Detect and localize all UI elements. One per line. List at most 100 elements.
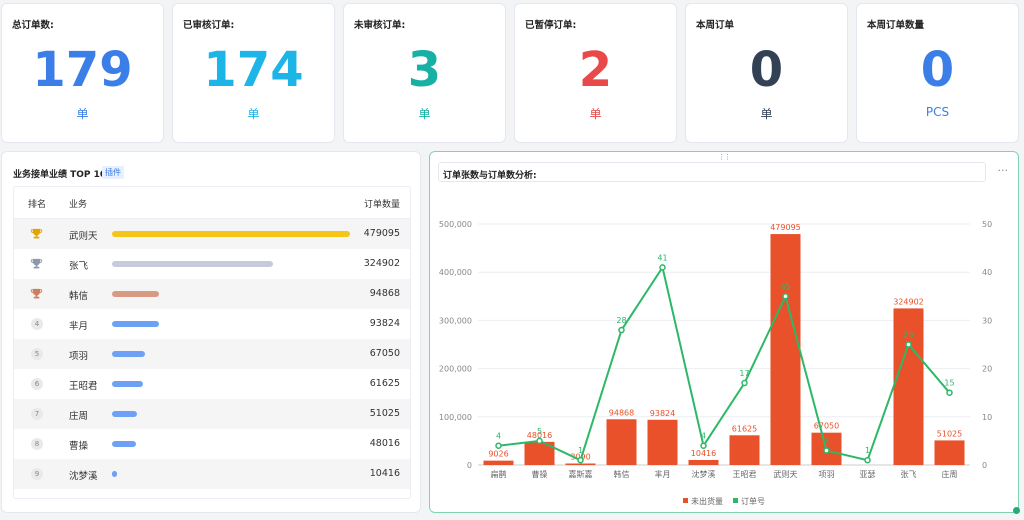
rank-badge: 9 (31, 468, 43, 480)
bar-label: 67050 (814, 422, 839, 431)
line-point (905, 341, 912, 348)
row-value: 10416 (369, 468, 400, 479)
stat-value: 2 (578, 42, 613, 98)
rank-badge: 4 (31, 318, 43, 330)
y-left-tick: 400,000 (439, 268, 472, 277)
more-options-icon[interactable]: ··· (997, 164, 1009, 177)
rank-badge: 6 (31, 378, 43, 390)
y-right-tick: 20 (982, 365, 992, 374)
line-label: 4 (701, 432, 706, 441)
bar (647, 419, 678, 465)
row-name: 张飞 (69, 261, 89, 272)
table-row[interactable]: 4 芈月 93824 (14, 309, 410, 339)
legend-swatch (683, 498, 688, 503)
stat-unit: 单 (76, 107, 89, 121)
x-tick: 亚瑟 (860, 470, 876, 479)
line-point (618, 326, 625, 334)
bar-label: 61625 (732, 424, 757, 433)
bar-label: 324902 (893, 297, 924, 306)
legend-swatch (733, 498, 738, 503)
stat-unit: 单 (247, 107, 260, 121)
y-left-tick: 300,000 (439, 316, 472, 325)
line-label: 28 (616, 316, 626, 325)
bar (770, 234, 801, 465)
line-point (782, 293, 789, 300)
row-value: 479095 (363, 228, 400, 239)
chart-title: 订单张数与订单数分析: (438, 162, 986, 182)
stat-value: 3 (407, 42, 442, 98)
y-right-tick: 50 (982, 220, 992, 229)
chart-panel: ⋮⋮ 订单张数与订单数分析: ··· 0 100,000 200,000 300,00… (429, 151, 1019, 513)
table-row[interactable]: 5 项羽 67050 (14, 339, 410, 369)
bar-label: 51025 (937, 429, 962, 438)
x-tick: 芈月 (655, 469, 671, 479)
y-left-tick: 500,000 (439, 220, 472, 229)
line-point (495, 442, 502, 449)
header-value: 订单数量 (363, 200, 400, 210)
plugin-tag[interactable]: 插件 (102, 166, 124, 179)
line-label: 1 (578, 446, 583, 455)
table-row[interactable]: 8 曹操 48016 (14, 429, 410, 459)
row-value: 93824 (369, 318, 400, 329)
trophy-icon (30, 288, 43, 299)
row-bar (112, 411, 138, 417)
series-line (498, 264, 951, 462)
stat-value: 179 (32, 42, 133, 98)
drag-handle-icon[interactable]: ⋮⋮ (718, 153, 731, 161)
x-tick: 王昭君 (733, 470, 757, 479)
stat-card-weekly-orders: 本周订单 0 单 (685, 3, 848, 143)
x-tick: 张飞 (901, 470, 917, 479)
table-row[interactable]: 韩信 94868 (14, 279, 410, 309)
x-tick: 曹操 (532, 469, 548, 479)
y-right-tick: 0 (982, 461, 987, 470)
line-label: 1 (865, 446, 870, 455)
line-label: 41 (657, 253, 667, 262)
table-row[interactable]: 7 庄周 51025 (14, 399, 410, 429)
combo-chart: 0 100,000 200,000 300,000 400,000 500,000 0 10 2… (439, 220, 992, 506)
row-bar (112, 381, 143, 387)
line-label: 3 (824, 437, 829, 446)
bar-label: 94868 (609, 408, 634, 417)
leaderboard-table[interactable]: 排名 业务 订单数量 武则天 479095 张飞 324902 韩信 94868 4 芈月… (13, 186, 411, 499)
row-name: 曹操 (69, 441, 89, 452)
row-value: 324902 (363, 258, 400, 269)
table-row[interactable]: 武则天 479095 (14, 219, 410, 249)
rank-badge: 10 (31, 498, 43, 499)
table-row[interactable]: 10 扁鹊 9026 (14, 489, 410, 499)
stat-label: 已暂停订单: (525, 20, 577, 31)
resize-handle[interactable] (1013, 507, 1020, 514)
stats-row: 总订单数: 179 单 已审核订单: 174 单 未审核订单: 3 单 已暂停订… (1, 3, 1019, 143)
legend-label: 订单号 (741, 496, 765, 506)
table-body: 武则天 479095 张飞 324902 韩信 94868 4 芈月 93824 5 项羽 670… (14, 219, 410, 499)
bar (934, 440, 965, 465)
stat-card-weekly-quantity: 本周订单数量 0 PCS (856, 3, 1019, 143)
stat-card-paused-orders: 已暂停订单: 2 单 (514, 3, 677, 143)
row-value: 94868 (369, 288, 400, 299)
table-row[interactable]: 6 王昭君 61625 (14, 369, 410, 399)
rank-badge: 5 (31, 348, 43, 360)
y-left-tick: 100,000 (439, 413, 472, 422)
bar-label: 10416 (691, 449, 716, 458)
stat-label: 本周订单 (696, 20, 735, 31)
bar (483, 460, 514, 465)
row-name: 武则天 (69, 231, 98, 242)
y-left-tick: 0 (467, 461, 472, 470)
stat-label: 已审核订单: (183, 20, 235, 31)
row-value: 9026 (376, 498, 400, 499)
row-bar (112, 231, 350, 237)
table-row[interactable]: 张飞 324902 (14, 249, 410, 279)
x-tick: 武则天 (774, 469, 798, 479)
table-row[interactable]: 9 沈梦溪 10416 (14, 459, 410, 489)
line-label: 17 (739, 369, 749, 378)
row-name: 王昭君 (69, 381, 98, 392)
row-name: 扁鹊 (69, 498, 88, 499)
row-value: 67050 (369, 348, 400, 359)
line-point (741, 379, 748, 387)
line-point (864, 456, 871, 464)
bar (565, 463, 596, 465)
x-tick: 项羽 (819, 470, 835, 479)
stat-unit: 单 (418, 107, 431, 121)
trophy-icon (30, 228, 43, 239)
row-bar (112, 261, 274, 267)
bar-label: 48016 (527, 431, 552, 440)
